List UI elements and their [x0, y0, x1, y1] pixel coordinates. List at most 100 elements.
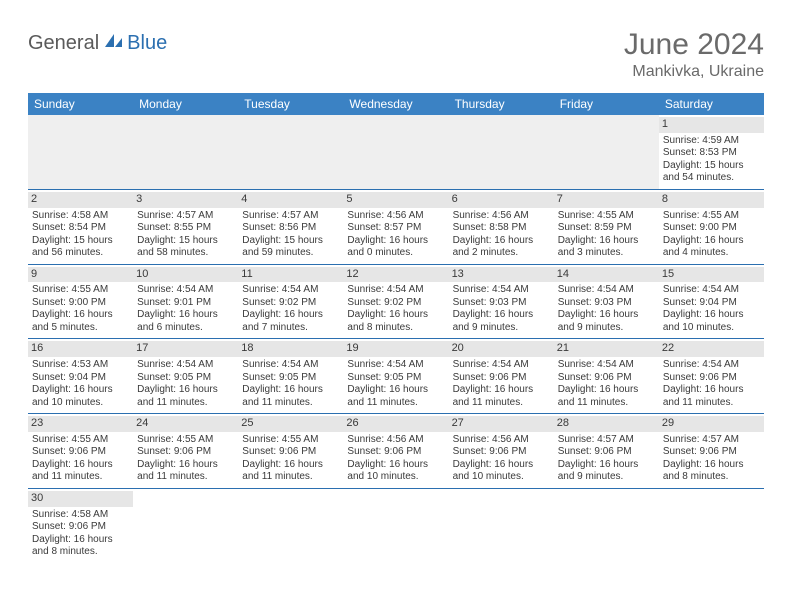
day-number: 21 [554, 341, 659, 357]
day-header: Wednesday [343, 93, 448, 115]
day-header: Sunday [28, 93, 133, 115]
sunset-text: Sunset: 8:55 PM [137, 222, 234, 235]
day-number: 17 [133, 341, 238, 357]
daylight-text: Daylight: 16 hours [347, 459, 444, 472]
sunset-text: Sunset: 8:57 PM [347, 222, 444, 235]
day-cell: 19Sunrise: 4:54 AMSunset: 9:05 PMDayligh… [343, 339, 448, 414]
sunrise-text: Sunrise: 4:54 AM [347, 284, 444, 297]
day-number: 14 [554, 267, 659, 283]
day-number: 2 [28, 192, 133, 208]
daylight-text: and 11 minutes. [347, 397, 444, 410]
daylight-text: Daylight: 16 hours [347, 235, 444, 248]
daylight-text: Daylight: 16 hours [137, 309, 234, 322]
sunrise-text: Sunrise: 4:59 AM [663, 135, 760, 148]
sunset-text: Sunset: 8:59 PM [558, 222, 655, 235]
sunset-text: Sunset: 9:05 PM [347, 372, 444, 385]
sunrise-text: Sunrise: 4:54 AM [137, 359, 234, 372]
sunrise-text: Sunrise: 4:55 AM [32, 284, 129, 297]
day-number: 28 [554, 416, 659, 432]
sunset-text: Sunset: 8:58 PM [453, 222, 550, 235]
daylight-text: Daylight: 15 hours [32, 235, 129, 248]
day-cell: 8Sunrise: 4:55 AMSunset: 9:00 PMDaylight… [659, 189, 764, 264]
header: General Blue June 2024 Mankivka, Ukraine [28, 28, 764, 81]
day-number: 6 [449, 192, 554, 208]
day-cell: 21Sunrise: 4:54 AMSunset: 9:06 PMDayligh… [554, 339, 659, 414]
day-number: 23 [28, 416, 133, 432]
logo: General Blue [28, 28, 167, 55]
sunrise-text: Sunrise: 4:56 AM [453, 434, 550, 447]
daylight-text: and 54 minutes. [663, 172, 760, 185]
daylight-text: Daylight: 16 hours [137, 384, 234, 397]
sunrise-text: Sunrise: 4:58 AM [32, 210, 129, 223]
daylight-text: and 58 minutes. [137, 247, 234, 260]
daylight-text: and 10 minutes. [347, 471, 444, 484]
daylight-text: and 11 minutes. [137, 397, 234, 410]
sunrise-text: Sunrise: 4:54 AM [242, 284, 339, 297]
day-cell: 1Sunrise: 4:59 AMSunset: 8:53 PMDaylight… [659, 115, 764, 189]
calendar-row: 1Sunrise: 4:59 AMSunset: 8:53 PMDaylight… [28, 115, 764, 189]
day-cell: 17 Sunrise: 4:54 AMSunset: 9:05 PMDayligh… [133, 339, 238, 414]
daylight-text: Daylight: 16 hours [242, 309, 339, 322]
day-cell: 6 Sunrise: 4:56 AMSunset: 8:58 PMDaylight… [449, 189, 554, 264]
day-cell: 10Sunrise: 4:54 AMSunset: 9:01 PMDayligh… [133, 264, 238, 339]
sunrise-text: Sunrise: 4:55 AM [137, 434, 234, 447]
sunrise-text: Sunrise: 4:55 AM [242, 434, 339, 447]
sunset-text: Sunset: 8:53 PM [663, 147, 760, 160]
daylight-text: Daylight: 16 hours [32, 459, 129, 472]
daylight-text: and 56 minutes. [32, 247, 129, 260]
sunrise-text: Sunrise: 4:56 AM [347, 210, 444, 223]
sunrise-text: Sunrise: 4:54 AM [137, 284, 234, 297]
daylight-text: Daylight: 16 hours [32, 384, 129, 397]
sunrise-text: Sunrise: 4:57 AM [663, 434, 760, 447]
day-number: 30 [28, 491, 133, 507]
day-cell: 29Sunrise: 4:57 AMSunset: 9:06 PMDayligh… [659, 414, 764, 489]
day-cell: 18Sunrise: 4:54 AMSunset: 9:05 PMDayligh… [238, 339, 343, 414]
daylight-text: Daylight: 16 hours [453, 384, 550, 397]
day-number: 3 [133, 192, 238, 208]
day-number: 10 [133, 267, 238, 283]
daylight-text: and 7 minutes. [242, 322, 339, 335]
sunset-text: Sunset: 9:06 PM [32, 521, 129, 534]
sunset-text: Sunset: 9:06 PM [558, 446, 655, 459]
day-cell: 2Sunrise: 4:58 AMSunset: 8:54 PMDaylight… [28, 189, 133, 264]
day-number: 4 [238, 192, 343, 208]
daylight-text: Daylight: 16 hours [242, 384, 339, 397]
daylight-text: and 2 minutes. [453, 247, 550, 260]
sail-icon [103, 32, 125, 55]
day-header: Monday [133, 93, 238, 115]
day-number: 18 [238, 341, 343, 357]
sunrise-text: Sunrise: 4:57 AM [558, 434, 655, 447]
day-number: 25 [238, 416, 343, 432]
daylight-text: Daylight: 16 hours [453, 235, 550, 248]
sunrise-text: Sunrise: 4:54 AM [558, 284, 655, 297]
daylight-text: and 8 minutes. [663, 471, 760, 484]
daylight-text: and 10 minutes. [663, 322, 760, 335]
blank-cell [343, 488, 448, 562]
sunrise-text: Sunrise: 4:55 AM [32, 434, 129, 447]
sunrise-text: Sunrise: 4:54 AM [663, 359, 760, 372]
blank-cell [238, 488, 343, 562]
daylight-text: Daylight: 15 hours [137, 235, 234, 248]
sunrise-text: Sunrise: 4:56 AM [453, 210, 550, 223]
blank-cell [449, 488, 554, 562]
blank-cell [659, 488, 764, 562]
blank-cell [133, 488, 238, 562]
daylight-text: and 10 minutes. [453, 471, 550, 484]
sunrise-text: Sunrise: 4:53 AM [32, 359, 129, 372]
daylight-text: Daylight: 16 hours [663, 459, 760, 472]
daylight-text: and 6 minutes. [137, 322, 234, 335]
sunset-text: Sunset: 9:02 PM [347, 297, 444, 310]
day-cell: 4Sunrise: 4:57 AMSunset: 8:56 PMDaylight… [238, 189, 343, 264]
day-cell: 25Sunrise: 4:55 AMSunset: 9:06 PMDayligh… [238, 414, 343, 489]
day-number: 5 [343, 192, 448, 208]
sunrise-text: Sunrise: 4:54 AM [453, 359, 550, 372]
sunrise-text: Sunrise: 4:54 AM [347, 359, 444, 372]
day-cell: 28Sunrise: 4:57 AMSunset: 9:06 PMDayligh… [554, 414, 659, 489]
daylight-text: and 9 minutes. [453, 322, 550, 335]
sunset-text: Sunset: 9:05 PM [137, 372, 234, 385]
daylight-text: Daylight: 16 hours [137, 459, 234, 472]
daylight-text: Daylight: 16 hours [663, 309, 760, 322]
daylight-text: and 8 minutes. [32, 546, 129, 559]
day-number: 26 [343, 416, 448, 432]
daylight-text: and 9 minutes. [558, 471, 655, 484]
